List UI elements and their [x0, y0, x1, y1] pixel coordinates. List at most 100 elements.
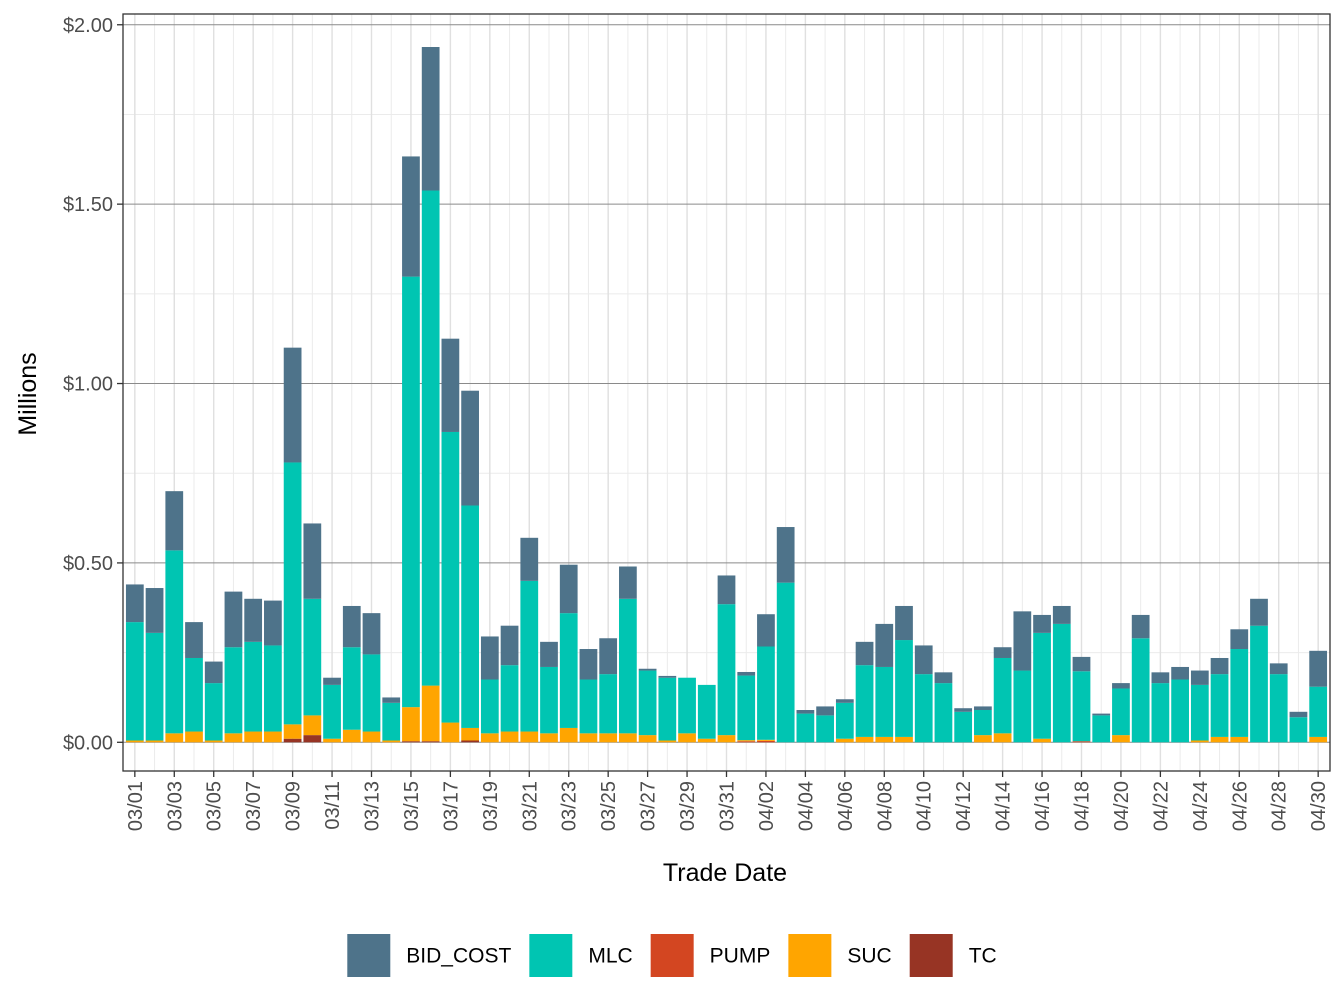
- bar-mlc-04-24: [1190, 684, 1209, 741]
- bar-bid-cost-04-02: [757, 614, 775, 647]
- bar-mlc-03-29: [678, 677, 696, 734]
- bar-mlc-04-20: [1112, 688, 1130, 736]
- bar-mlc-03-30: [697, 684, 716, 739]
- bar-mlc-04-19: [1092, 715, 1111, 743]
- bar-bid-cost-04-07: [855, 641, 874, 666]
- bar-bid-cost-04-23: [1171, 666, 1189, 680]
- bar-tc-03-09: [283, 738, 302, 743]
- bar-suc-03-23: [559, 727, 578, 743]
- x-tick-label: 03/29: [677, 781, 699, 831]
- bar-mlc-03-01: [125, 622, 144, 741]
- bar-bid-cost-03-15: [402, 156, 420, 277]
- bar-suc-04-14: [993, 733, 1012, 743]
- x-tick-label: 04/04: [795, 781, 817, 831]
- x-tick-label: 04/24: [1190, 781, 1212, 831]
- legend: BID_COST MLC PUMP SUC TC: [347, 934, 997, 977]
- bar-mlc-04-01: [737, 675, 756, 741]
- bar-bid-cost-03-02: [145, 588, 164, 633]
- bar-bid-cost-04-08: [875, 623, 894, 667]
- bar-bid-cost-04-21: [1131, 614, 1150, 639]
- bar-suc-03-15: [402, 707, 420, 742]
- bar-mlc-04-22: [1151, 683, 1170, 743]
- bar-mlc-04-21: [1131, 638, 1150, 743]
- bar-bid-cost-03-11: [323, 677, 341, 685]
- bar-suc-04-26: [1230, 736, 1249, 743]
- bar-mlc-03-09: [283, 462, 302, 725]
- bar-bid-cost-03-21: [520, 537, 539, 581]
- bar-bid-cost-04-06: [835, 699, 854, 703]
- y-tick-label: $1.50: [63, 194, 113, 216]
- bar-suc-03-20: [500, 731, 519, 743]
- bar-mlc-03-15: [402, 276, 420, 708]
- bar-mlc-03-03: [165, 550, 184, 734]
- bar-mlc-03-14: [382, 702, 401, 741]
- bar-suc-04-24: [1190, 740, 1209, 743]
- bar-suc-03-02: [145, 740, 164, 743]
- bar-mlc-03-23: [559, 613, 578, 728]
- bar-pump-04-18: [1072, 741, 1091, 743]
- bar-mlc-03-22: [540, 666, 558, 734]
- bar-bid-cost-04-30: [1309, 650, 1328, 687]
- x-tick-label: 04/06: [835, 781, 857, 831]
- bar-mlc-04-14: [993, 657, 1012, 734]
- bar-bid-cost-03-23: [559, 564, 578, 614]
- bars-layer: [125, 47, 1328, 743]
- x-tick-label: 03/17: [440, 781, 462, 831]
- bar-bid-cost-03-08: [264, 600, 282, 646]
- x-tick-label: 04/18: [1072, 781, 1094, 831]
- bar-suc-03-31: [717, 735, 736, 743]
- bar-bid-cost-04-26: [1230, 629, 1249, 650]
- bar-bid-cost-03-16: [421, 47, 440, 191]
- bar-mlc-03-25: [599, 674, 618, 734]
- bar-mlc-04-02: [757, 646, 775, 740]
- bar-suc-03-17: [441, 722, 460, 743]
- bar-bid-cost-04-17: [1052, 605, 1071, 624]
- legend-key-tc: [909, 934, 953, 977]
- legend-label-tc: TC: [969, 945, 997, 968]
- bar-bid-cost-03-17: [441, 338, 460, 432]
- bar-bid-cost-03-12: [342, 605, 361, 648]
- bar-mlc-04-05: [816, 715, 834, 743]
- legend-key-mlc: [529, 934, 573, 977]
- x-tick-label: 04/10: [914, 781, 936, 831]
- x-tick-label: 03/15: [401, 781, 423, 831]
- x-tick-label: 03/09: [283, 781, 305, 831]
- bar-bid-cost-04-10: [914, 645, 933, 675]
- bar-mlc-03-13: [362, 654, 381, 732]
- x-tick-label: 03/11: [322, 781, 344, 830]
- bar-suc-03-06: [224, 733, 243, 743]
- x-tick-label: 04/12: [953, 781, 975, 831]
- bar-suc-04-25: [1210, 736, 1229, 743]
- bar-suc-04-08: [875, 736, 894, 743]
- bar-mlc-03-20: [500, 665, 519, 732]
- bar-suc-03-26: [619, 733, 637, 743]
- x-tick-label: 04/08: [874, 781, 896, 831]
- bar-suc-03-16: [421, 685, 440, 742]
- bar-mlc-04-18: [1072, 671, 1091, 742]
- bar-bid-cost-03-05: [204, 661, 223, 684]
- bar-bid-cost-04-14: [993, 647, 1012, 658]
- bar-bid-cost-03-01: [125, 584, 144, 623]
- bar-bid-cost-04-05: [816, 706, 834, 716]
- bar-bid-cost-04-16: [1033, 614, 1051, 633]
- bar-suc-04-06: [835, 738, 854, 743]
- bar-mlc-04-12: [954, 711, 973, 743]
- bar-suc-03-03: [165, 733, 184, 743]
- bar-suc-03-21: [520, 731, 539, 743]
- bar-mlc-04-04: [796, 713, 815, 743]
- bar-mlc-03-17: [441, 431, 460, 723]
- bar-suc-03-09: [283, 724, 302, 739]
- bar-suc-03-27: [638, 735, 657, 743]
- y-tick-label: $1.00: [63, 374, 113, 396]
- bar-bid-cost-03-09: [283, 347, 302, 463]
- bar-suc-03-12: [342, 729, 361, 743]
- bar-mlc-04-16: [1033, 632, 1051, 739]
- bar-suc-03-19: [480, 733, 499, 743]
- bar-bid-cost-04-04: [796, 710, 815, 714]
- bar-mlc-04-08: [875, 666, 894, 737]
- bar-mlc-03-04: [185, 657, 203, 732]
- y-tick-label: $2.00: [63, 15, 113, 37]
- bar-suc-04-09: [895, 736, 913, 743]
- x-tick-label: 03/01: [125, 781, 147, 831]
- bar-suc-04-02: [757, 739, 775, 741]
